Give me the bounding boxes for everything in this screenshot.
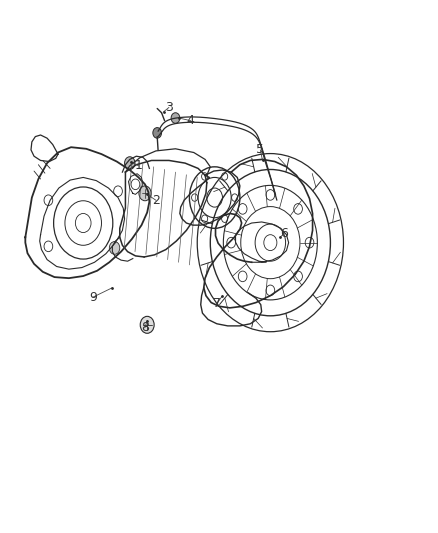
Circle shape [140, 317, 154, 333]
Circle shape [153, 127, 162, 138]
Text: 9: 9 [89, 291, 97, 304]
Text: 1: 1 [134, 159, 142, 172]
Circle shape [139, 186, 151, 201]
Text: 8: 8 [141, 321, 149, 334]
Text: 3: 3 [165, 101, 173, 114]
Text: 5: 5 [256, 143, 265, 156]
Circle shape [110, 241, 120, 254]
Circle shape [171, 113, 180, 123]
Text: 6: 6 [280, 227, 288, 240]
Text: 7: 7 [213, 297, 221, 310]
Text: 2: 2 [152, 193, 160, 207]
Text: 4: 4 [187, 114, 194, 127]
Circle shape [124, 157, 135, 169]
